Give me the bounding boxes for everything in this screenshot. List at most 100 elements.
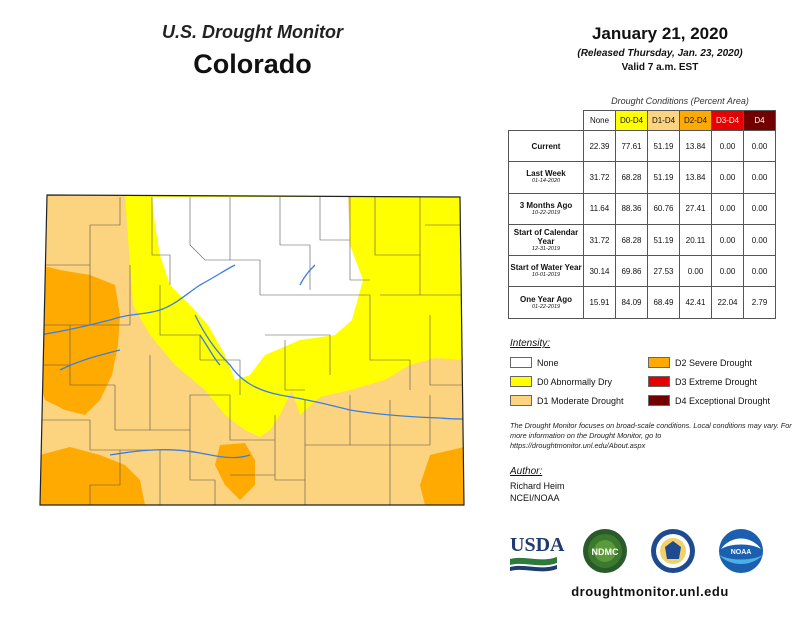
table-cell: 77.61: [615, 129, 648, 163]
table-cell: 31.72: [583, 223, 616, 257]
table-row: Current 22.39 77.61 51.19 13.84 0.00 0.0…: [508, 129, 776, 163]
table-cell: 15.91: [583, 286, 616, 319]
table-cell: 0.00: [679, 255, 712, 288]
legend-label: D4 Exceptional Drought: [675, 395, 771, 406]
no-drought-region: [152, 197, 363, 380]
table-cell: 13.84: [679, 161, 712, 194]
valid-time: Valid 7 a.m. EST: [621, 62, 699, 73]
legend-label: None: [537, 357, 559, 368]
table-row: Start of Water Year 10-01-2019 30.14 69.8…: [508, 255, 776, 288]
col-d4: D4: [743, 110, 776, 131]
table-cell: 22.39: [583, 129, 616, 163]
table-cell: 0.00: [743, 192, 776, 225]
col-d0-d4: D0-D4: [615, 110, 648, 131]
row-label: Start of Calendar Year 12-31-2019: [508, 223, 584, 257]
table-cell: 13.84: [679, 129, 712, 163]
row-label: 3 Months Ago 10-22-2019: [508, 192, 584, 225]
noaa-logo-text: NOAA: [731, 549, 752, 556]
table-cell: 30.14: [583, 255, 616, 288]
table-row: Last Week 01-14-2020 31.72 68.28 51.19 13…: [508, 161, 776, 194]
table-cell: 27.41: [679, 192, 712, 225]
legend-d2: D2 Severe Drought: [648, 357, 752, 368]
table-cell: 0.00: [743, 255, 776, 288]
table-cell: 0.00: [743, 161, 776, 194]
row-label: Last Week 01-14-2020: [508, 161, 584, 194]
legend-swatch: [510, 395, 532, 406]
title-block: U.S. Drought Monitor Colorado: [110, 22, 395, 80]
table-cell: 0.00: [711, 223, 744, 257]
legend-label: D2 Severe Drought: [675, 357, 753, 368]
table-cell: 27.53: [647, 255, 680, 288]
table-cell: 0.00: [711, 129, 744, 163]
table-cell: 84.09: [615, 286, 648, 319]
table-cell: 69.86: [615, 255, 648, 288]
ndmc-logo-text: NDMC: [592, 547, 619, 557]
d0-northeast-region: [290, 197, 464, 415]
author-org: NCEI/NOAA: [510, 493, 560, 503]
table-cell: 31.72: [583, 161, 616, 194]
author-title: Author:: [510, 466, 543, 477]
rivers: [40, 264, 464, 459]
release-date: (Released Thursday, Jan. 23, 2020): [577, 48, 743, 59]
legend-none: None: [510, 357, 559, 368]
intensity-title: Intensity:: [510, 338, 551, 349]
table-corner: [509, 111, 584, 131]
table-row: One Year Ago 01-22-2019 15.91 84.09 68.49…: [508, 286, 776, 319]
map-title: U.S. Drought Monitor: [162, 22, 343, 42]
legend-swatch: [648, 395, 670, 406]
table-row: Start of Calendar Year 12-31-2019 31.72 6…: [508, 223, 776, 257]
state-name: Colorado: [193, 49, 312, 79]
partner-logos: USDA NDMC NOAA: [510, 529, 763, 573]
map-date: January 21, 2020: [591, 24, 729, 43]
table-cell: 0.00: [711, 192, 744, 225]
county-lines: [40, 197, 464, 505]
table-cell: 2.79: [743, 286, 776, 319]
table-cell: 51.19: [647, 161, 680, 194]
table-cell: 42.41: [679, 286, 712, 319]
table-cell: 0.00: [743, 129, 776, 163]
row-label: Start of Water Year 10-01-2019: [508, 255, 584, 288]
legend-label: D3 Extreme Drought: [675, 376, 758, 387]
row-label: Current: [508, 129, 584, 163]
row-date: 01-22-2019: [531, 303, 561, 310]
table-cell: 0.00: [711, 161, 744, 194]
legend-label: D0 Abnormally Dry: [537, 376, 613, 387]
ndmc-logo: NDMC: [583, 529, 627, 573]
table-cell: 11.64: [583, 192, 616, 225]
col-d3-d4: D3-D4: [711, 110, 744, 131]
col-d2-d4: D2-D4: [679, 110, 712, 131]
d2-west-region: [40, 265, 120, 415]
author-name: Richard Heim: [510, 481, 565, 491]
row-date: 12-31-2019: [531, 245, 561, 252]
usda-logo-text: USDA: [510, 534, 565, 556]
col-none: None: [583, 110, 616, 131]
row-date: 10-22-2019: [531, 209, 561, 216]
legend-d4: D4 Exceptional Drought: [648, 395, 770, 406]
row-label: One Year Ago 01-22-2019: [508, 286, 584, 319]
legend-swatch: [648, 376, 670, 387]
table-header-row: None D0-D4 D1-D4 D2-D4 D3-D4 D4: [509, 110, 776, 131]
d2-se-spot: [420, 447, 464, 505]
legend-d1: D1 Moderate Drought: [510, 395, 624, 406]
table-cell: 68.28: [615, 223, 648, 257]
commerce-seal: [651, 529, 695, 573]
table-cell: 88.36: [615, 192, 648, 225]
row-date: 10-01-2019: [531, 272, 561, 279]
footer-url[interactable]: droughtmonitor.unl.edu: [571, 584, 729, 599]
row-date: 01-14-2020: [531, 178, 561, 185]
table-caption: Drought Conditions (Percent Area): [611, 96, 749, 106]
legend-d0: D0 Abnormally Dry: [510, 376, 612, 387]
date-block: January 21, 2020 (Released Thursday, Jan…: [520, 24, 800, 73]
legend-label: D1 Moderate Drought: [537, 395, 624, 406]
table-cell: 0.00: [743, 223, 776, 257]
table-row: 3 Months Ago 10-22-2019 11.64 88.36 60.76…: [508, 192, 776, 225]
noaa-logo: NOAA: [719, 529, 763, 573]
legend-swatch: [510, 357, 532, 368]
drought-conditions-table: None D0-D4 D1-D4 D2-D4 D3-D4 D4 Current …: [508, 110, 776, 319]
usda-logo: USDA: [510, 534, 565, 572]
table-cell: 51.19: [647, 129, 680, 163]
disclaimer-note: The Drought Monitor focuses on broad-sca…: [510, 421, 792, 450]
colorado-drought-map: [39, 194, 465, 506]
table-cell: 60.76: [647, 192, 680, 225]
legend-swatch: [648, 357, 670, 368]
